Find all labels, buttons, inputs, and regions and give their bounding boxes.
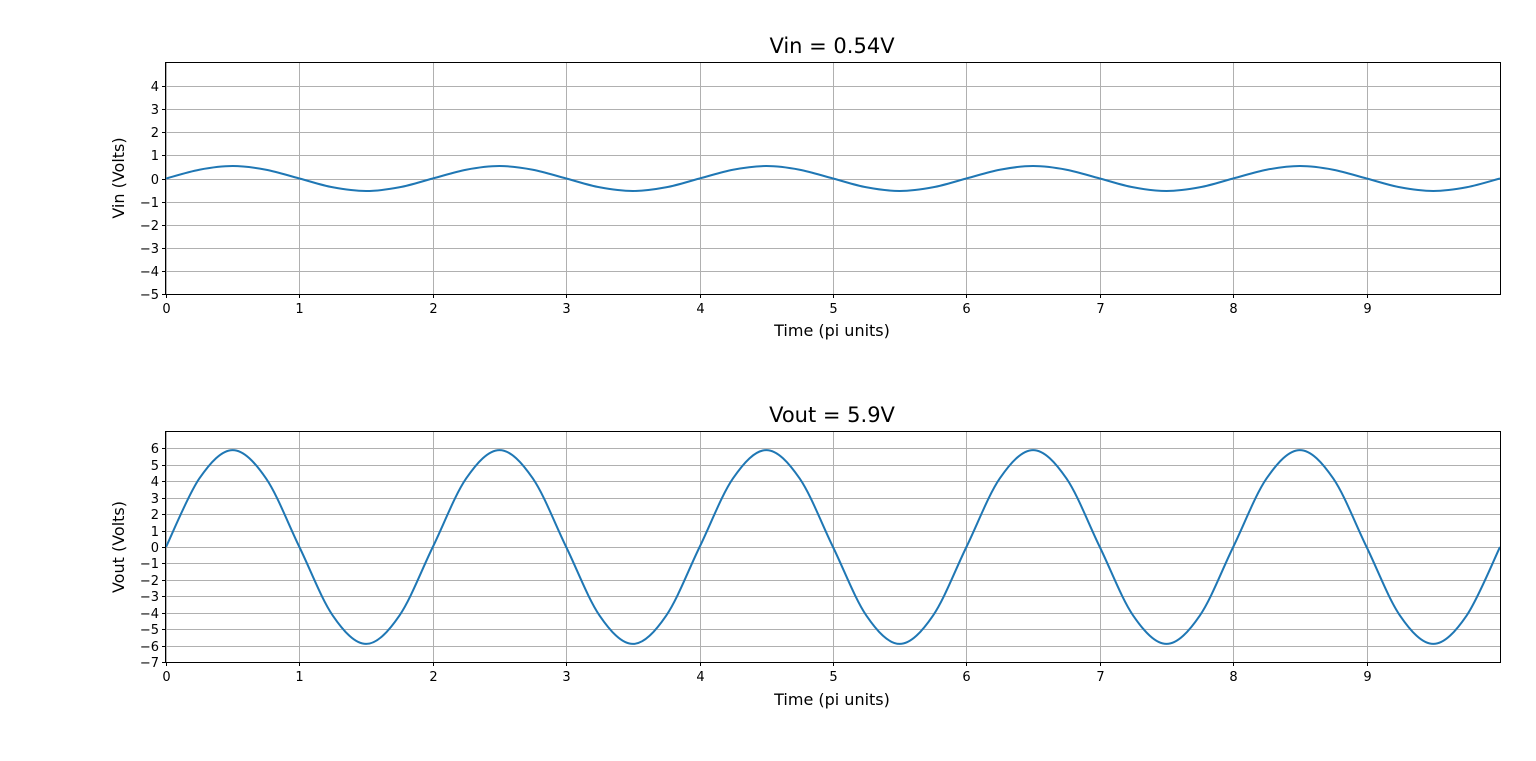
vin-y-axis-label: Vin (Volts) xyxy=(109,137,128,218)
vin-x-tick-label: 5 xyxy=(829,302,837,317)
vout-x-tick-label: 6 xyxy=(962,670,970,685)
vin-y-tick-label: 3 xyxy=(151,103,159,118)
vin-x-tick-label: 0 xyxy=(162,302,170,317)
vin-series xyxy=(165,165,1501,192)
vout-y-tick-label: 6 xyxy=(151,442,159,457)
vin-y-tick-label: 2 xyxy=(151,126,159,141)
vin-series-line xyxy=(165,165,1501,192)
vin-subplot: Vin = 0.54V 0 1 2 3 4 5 6 7 8 9 −5 −4 −3 −2 −1 0 1 2 3 4 Ti… xyxy=(109,34,1501,340)
vin-y-tick-label: −4 xyxy=(140,265,159,280)
vin-x-tick-label: 4 xyxy=(696,302,704,317)
vout-y-tick-label: −5 xyxy=(140,623,159,638)
vin-x-tick-label: 8 xyxy=(1229,302,1237,317)
vin-y-tick-label: −3 xyxy=(140,242,159,257)
vin-y-tick-label: −1 xyxy=(140,196,159,211)
vin-x-axis-label: Time (pi units) xyxy=(773,321,890,340)
vout-y-tick-label: 3 xyxy=(151,492,159,507)
vout-series-line xyxy=(165,449,1501,645)
vout-x-tick-label: 9 xyxy=(1363,670,1371,685)
vout-x-axis-label: Time (pi units) xyxy=(773,690,890,709)
vout-y-tick-label: −6 xyxy=(140,640,159,655)
vin-chart-title: Vin = 0.54V xyxy=(769,34,895,58)
vout-y-tick-label: −7 xyxy=(140,656,159,671)
vout-x-tick-label: 2 xyxy=(429,670,437,685)
vout-x-tick-label: 3 xyxy=(562,670,570,685)
vout-y-tick-label: 1 xyxy=(151,525,159,540)
vin-y-tick-label: 0 xyxy=(151,173,159,188)
vout-x-tick-label: 8 xyxy=(1229,670,1237,685)
vout-y-tick-label: −4 xyxy=(140,607,159,622)
vin-y-tick-label: 1 xyxy=(151,149,159,164)
vout-y-tick-label: 2 xyxy=(151,508,159,523)
vin-y-tick-label: −2 xyxy=(140,219,159,234)
vout-y-tick-label: −1 xyxy=(140,557,159,572)
vout-y-tick-label: 4 xyxy=(151,475,159,490)
vin-x-tick-label: 2 xyxy=(429,302,437,317)
vin-x-tick-label: 1 xyxy=(295,302,303,317)
vin-y-tick-label: −5 xyxy=(140,288,159,303)
vout-x-tick-label: 0 xyxy=(162,670,170,685)
vout-y-tick-label: −3 xyxy=(140,590,159,605)
vout-subplot: Vout = 5.9V 0 1 2 3 4 5 6 7 8 9−7−6−5−4−3−2−10123… xyxy=(109,403,1501,709)
vout-chart-title: Vout = 5.9V xyxy=(769,403,895,427)
vout-series xyxy=(165,449,1501,645)
vin-x-tick-label: 6 xyxy=(962,302,970,317)
vin-y-tick-label: 4 xyxy=(151,80,159,95)
vout-x-tick-label: 7 xyxy=(1096,670,1104,685)
vin-x-tick-label: 7 xyxy=(1096,302,1104,317)
vin-ticks: 0 1 2 3 4 5 6 7 8 9 −5 −4 −3 −2 −1 0 1 2 3 4 xyxy=(140,80,1372,317)
vin-x-tick-label: 9 xyxy=(1363,302,1371,317)
vout-y-axis-label: Vout (Volts) xyxy=(109,501,128,593)
vout-y-tick-label: −2 xyxy=(140,574,159,589)
vout-x-tick-label: 1 xyxy=(295,670,303,685)
vout-x-tick-label: 4 xyxy=(696,670,704,685)
vout-x-tick-label: 5 xyxy=(829,670,837,685)
vout-y-tick-label: 5 xyxy=(151,459,159,474)
vin-x-tick-label: 3 xyxy=(562,302,570,317)
vout-y-tick-label: 0 xyxy=(151,541,159,556)
